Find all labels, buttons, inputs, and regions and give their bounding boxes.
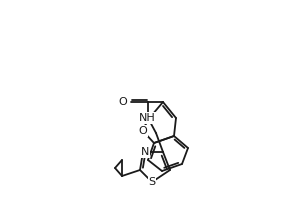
Text: O: O <box>139 126 147 136</box>
Text: N: N <box>141 147 149 157</box>
Text: S: S <box>148 177 156 187</box>
Text: NH: NH <box>139 113 155 123</box>
Text: O: O <box>118 97 127 107</box>
